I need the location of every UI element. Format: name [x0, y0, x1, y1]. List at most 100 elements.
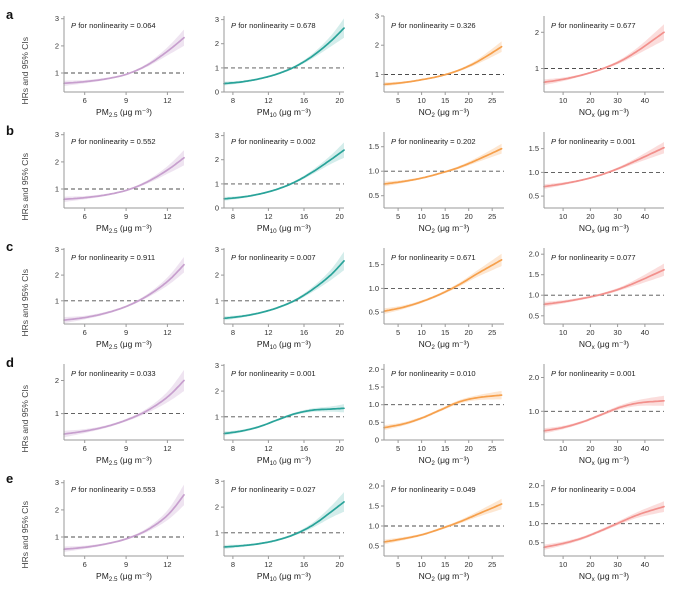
x-tick-label: 20: [335, 96, 343, 105]
x-tick-label: 8: [231, 328, 235, 337]
y-tick-label: 1: [55, 296, 59, 305]
ci-band: [384, 143, 502, 187]
x-tick-label: 15: [441, 96, 449, 105]
y-tick-label: 0.5: [529, 311, 539, 320]
figure: a HRs and 95% CIs 1 2 3 6 9 12 P for nonlinearit…: [6, 6, 679, 584]
x-axis-label: NO2 (μg m⁻³): [419, 339, 470, 351]
hr-curve: [63, 36, 185, 85]
x-tick-label: 20: [586, 560, 594, 569]
y-tick-label: 0.5: [369, 418, 379, 427]
y-axis-label-container: HRs and 95% CIs: [18, 470, 31, 584]
y-axis-label: HRs and 95% CIs: [19, 269, 30, 337]
hr-curve: [63, 156, 185, 201]
x-tick-label: 6: [83, 328, 87, 337]
y-tick-label: 2.0: [529, 250, 539, 259]
x-tick-label: 10: [559, 328, 567, 337]
x-tick-label: 10: [559, 96, 567, 105]
panel-d4-nox: 1.0 2.0 10 20 30 40 P for nonlinearity = 0.001…: [529, 364, 665, 467]
p-nonlinearity-label: P for nonlinearity = 0.001: [551, 369, 636, 378]
y-tick-label: 2: [375, 41, 379, 50]
x-tick-label: 20: [586, 444, 594, 453]
x-axis-label: PM2.5 (μg m⁻³): [96, 223, 152, 235]
y-axis-label: HRs and 95% CIs: [19, 501, 30, 569]
x-tick-label: 6: [83, 96, 87, 105]
y-axis-label: HRs and 95% CIs: [19, 385, 30, 453]
y-tick-label: 0: [215, 204, 219, 213]
x-axis-label: PM10 (μg m⁻³): [257, 339, 311, 351]
hr-curve: [383, 394, 503, 429]
y-tick-label: 2: [55, 41, 59, 50]
x-axis-label: NOx (μg m⁻³): [579, 223, 629, 235]
x-tick-label: 30: [613, 212, 621, 221]
x-tick-label: 20: [335, 212, 343, 221]
x-axis-label: NOx (μg m⁻³): [579, 571, 629, 583]
hr-curve: [383, 45, 503, 86]
x-tick-label: 9: [124, 328, 128, 337]
x-tick-label: 9: [124, 560, 128, 569]
y-tick-label: 3: [215, 15, 219, 24]
y-tick-label: 2.0: [529, 481, 539, 490]
x-tick-label: 20: [335, 328, 343, 337]
y-tick-label: 3: [215, 361, 219, 370]
y-tick-label: 1: [215, 63, 219, 72]
x-axis-label: PM2.5 (μg m⁻³): [96, 107, 152, 119]
p-nonlinearity-label: P for nonlinearity = 0.678: [231, 21, 316, 30]
panel-d3-no2: 0 0.5 1.0 1.5 2.0 5 10 15 20 25 P for nonlinearity…: [369, 364, 504, 467]
x-tick-label: 40: [641, 96, 649, 105]
p-nonlinearity-label: P for nonlinearity = 0.202: [391, 137, 476, 146]
y-tick-label: 1.5: [529, 144, 539, 153]
ci-band: [544, 24, 664, 86]
row-panels-a: 1 2 3 6 9 12 P for nonlinearity = 0.064 PM2.5 (…: [31, 6, 671, 120]
panel-letter-a: a: [6, 7, 14, 22]
x-axis-label: NO2 (μg m⁻³): [419, 223, 470, 235]
panel-e4-nox: 0.5 1.0 1.5 2.0 10 20 30 40 P for nonlinearity =…: [529, 480, 665, 583]
figure-row-e: e HRs and 95% CIs 1 2 3 6 9 12 P for nonlinearit…: [6, 470, 679, 584]
y-tick-label: 2: [55, 157, 59, 166]
y-tick-label: 1: [535, 64, 539, 73]
y-tick-label: 0: [215, 88, 219, 97]
y-axis-label-container: HRs and 95% CIs: [18, 238, 31, 352]
x-tick-label: 12: [264, 444, 272, 453]
y-tick-label: 0.5: [529, 538, 539, 547]
x-axis-label: PM10 (μg m⁻³): [257, 223, 311, 235]
ci-band: [224, 251, 344, 321]
ci-band: [64, 150, 184, 202]
x-tick-label: 12: [163, 328, 171, 337]
panel-c4-nox: 0.5 1.0 1.5 2.0 10 20 30 40 P for nonlinearity =…: [529, 248, 665, 351]
p-nonlinearity-label: P for nonlinearity = 0.007: [231, 253, 316, 262]
ci-band: [64, 369, 184, 438]
row-panels-e: 1 2 3 6 9 12 P for nonlinearity = 0.553 PM2.5 (…: [31, 470, 671, 584]
x-tick-label: 40: [641, 444, 649, 453]
y-tick-label: 3: [55, 478, 59, 487]
hr-curve: [223, 501, 345, 548]
p-nonlinearity-label: P for nonlinearity = 0.677: [551, 21, 636, 30]
x-tick-label: 40: [641, 328, 649, 337]
ci-band: [544, 142, 664, 189]
row-panels-c: 1 2 3 6 9 12 P for nonlinearity = 0.911 PM2.5 (…: [31, 238, 671, 352]
panel-a3-no2: 1 2 3 5 10 15 20 25 P for nonlinearity = 0.326 NO…: [375, 12, 504, 119]
x-tick-label: 20: [465, 560, 473, 569]
y-axis-label-container: HRs and 95% CIs: [18, 6, 31, 120]
y-axis-label-container: HRs and 95% CIs: [18, 122, 31, 236]
x-tick-label: 16: [300, 560, 308, 569]
ci-band: [384, 498, 502, 545]
y-axis-label: HRs and 95% CIs: [19, 37, 30, 105]
x-tick-label: 10: [417, 212, 425, 221]
x-tick-label: 16: [300, 212, 308, 221]
hr-curve: [543, 268, 665, 306]
x-axis-label: NO2 (μg m⁻³): [419, 455, 470, 467]
x-tick-label: 15: [441, 444, 449, 453]
p-nonlinearity-label: P for nonlinearity = 0.001: [551, 137, 636, 146]
y-axis-label-container: HRs and 95% CIs: [18, 354, 31, 468]
panel-letter-c: c: [6, 239, 14, 254]
x-tick-label: 10: [559, 212, 567, 221]
x-tick-label: 15: [441, 328, 449, 337]
x-tick-label: 6: [83, 212, 87, 221]
row-panels-d: 1 2 6 9 12 P for nonlinearity = 0.033 PM2.5 (μ…: [31, 354, 671, 468]
x-tick-label: 12: [264, 328, 272, 337]
y-axis-label: HRs and 95% CIs: [19, 153, 30, 221]
hr-curve: [223, 27, 345, 85]
y-tick-label: 0.5: [369, 308, 379, 317]
x-tick-label: 9: [124, 212, 128, 221]
